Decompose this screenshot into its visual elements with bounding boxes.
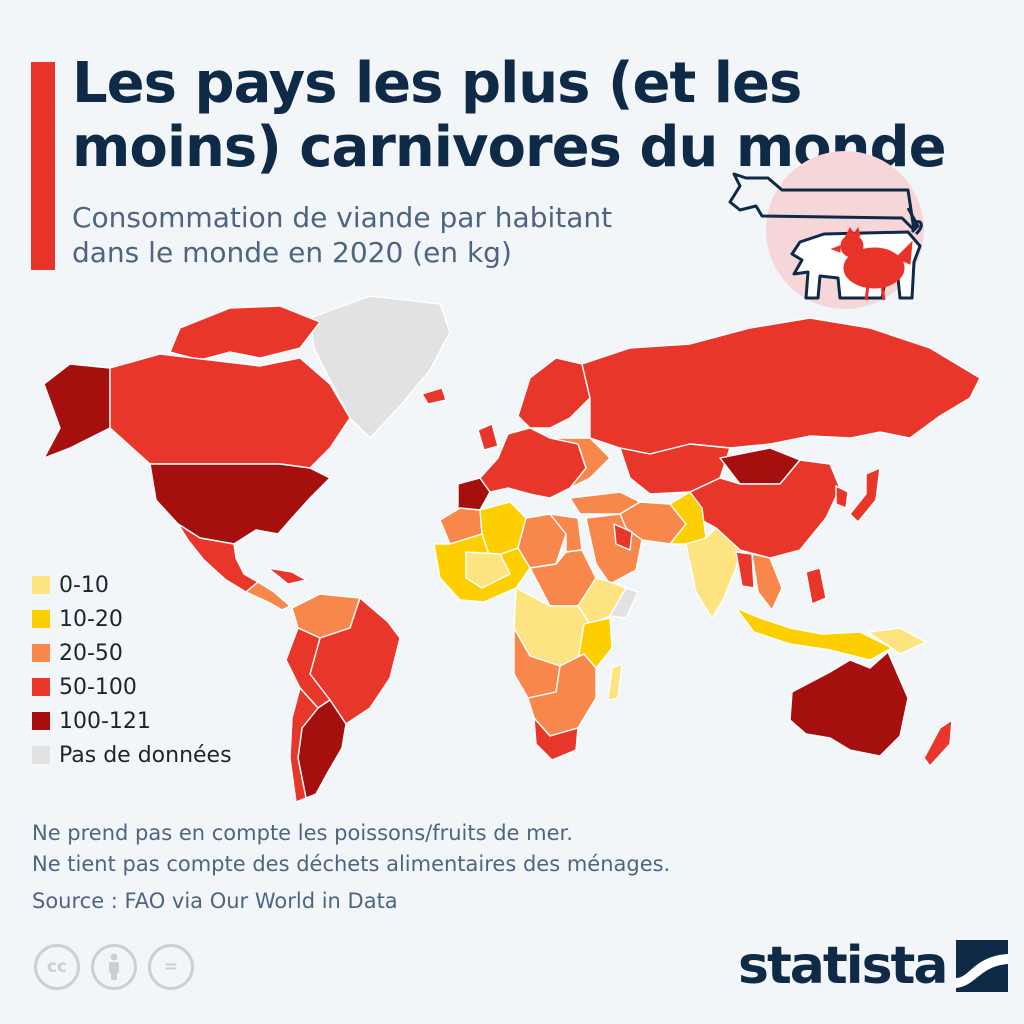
chicken-icon	[830, 226, 913, 301]
region-madagascar	[607, 663, 623, 701]
region-central-america	[245, 581, 291, 611]
brand-name: statista	[738, 936, 948, 996]
region-eastern-europe	[549, 437, 611, 489]
region-indochina	[751, 553, 783, 611]
page-title: Les pays les plus (et les moins) carnivo…	[72, 51, 947, 180]
person-glyph	[109, 953, 119, 980]
statista-brand[interactable]: statista	[738, 936, 1009, 996]
note-waste: Ne tient pas compte des déchets alimenta…	[32, 852, 671, 876]
accent-bar	[31, 62, 55, 270]
legend-swatch	[32, 644, 50, 662]
license-icons: cc =	[34, 944, 194, 990]
legend-item: 10-20	[32, 602, 232, 636]
map-legend: 0-10 10-20 20-50 50-100 100-121 Pas de donnée…	[32, 568, 232, 772]
region-japan	[849, 467, 881, 523]
source-text: Source : FAO via Our World in Data	[32, 889, 398, 913]
region-iberia	[457, 477, 491, 511]
legend-swatch	[32, 746, 50, 764]
region-chile	[289, 687, 319, 803]
region-gulf	[613, 523, 633, 551]
legend-swatch	[32, 610, 50, 628]
region-alaska	[43, 363, 111, 459]
region-iceland	[421, 387, 447, 405]
page-subtitle: Consommation de viande par habitant dans…	[72, 201, 613, 269]
region-myanmar	[735, 551, 755, 589]
world-map	[43, 295, 981, 803]
region-south-africa	[533, 717, 579, 761]
legend-label: 50-100	[59, 674, 137, 700]
animals-illustration	[728, 151, 924, 309]
attribution-icon[interactable]	[91, 944, 137, 990]
region-russia	[581, 317, 981, 455]
legend-swatch	[32, 678, 50, 696]
region-philippines	[805, 567, 827, 605]
legend-label: 20-50	[59, 640, 123, 666]
legend-item: 100-121	[32, 704, 232, 738]
cc-icon-text: cc	[46, 957, 68, 977]
region-east-africa	[577, 617, 613, 669]
cc-icon[interactable]: cc	[34, 944, 80, 990]
region-usa	[149, 463, 331, 545]
legend-item: 20-50	[32, 636, 232, 670]
eq-icon-text: =	[163, 957, 179, 977]
legend-label: Pas de données	[59, 742, 232, 768]
legend-swatch	[32, 712, 50, 730]
region-indonesia	[735, 607, 893, 661]
region-korea	[835, 485, 849, 509]
region-papua	[867, 627, 927, 655]
region-sahel	[465, 551, 511, 589]
region-caribbean	[267, 567, 307, 585]
region-uk	[477, 423, 499, 451]
statista-logo-icon	[956, 940, 1009, 992]
legend-label: 100-121	[59, 708, 151, 734]
legend-item: 50-100	[32, 670, 232, 704]
no-derivatives-icon[interactable]: =	[148, 944, 194, 990]
cow-icon	[728, 172, 920, 234]
region-horn	[609, 587, 639, 619]
region-australia	[789, 651, 909, 757]
legend-label: 10-20	[59, 606, 123, 632]
note-fish: Ne prend pas en compte les poissons/frui…	[32, 821, 573, 845]
region-scandinavia	[517, 357, 591, 429]
legend-item: Pas de données	[32, 738, 232, 772]
notes: Ne prend pas en compte les poissons/frui…	[32, 818, 670, 917]
legend-label: 0-10	[59, 572, 109, 598]
region-canada-islands	[169, 305, 321, 361]
legend-swatch	[32, 576, 50, 594]
region-canada	[109, 353, 351, 469]
region-india	[685, 527, 741, 619]
region-greenland	[309, 295, 451, 439]
region-new-zealand	[923, 719, 953, 767]
legend-item: 0-10	[32, 568, 232, 602]
